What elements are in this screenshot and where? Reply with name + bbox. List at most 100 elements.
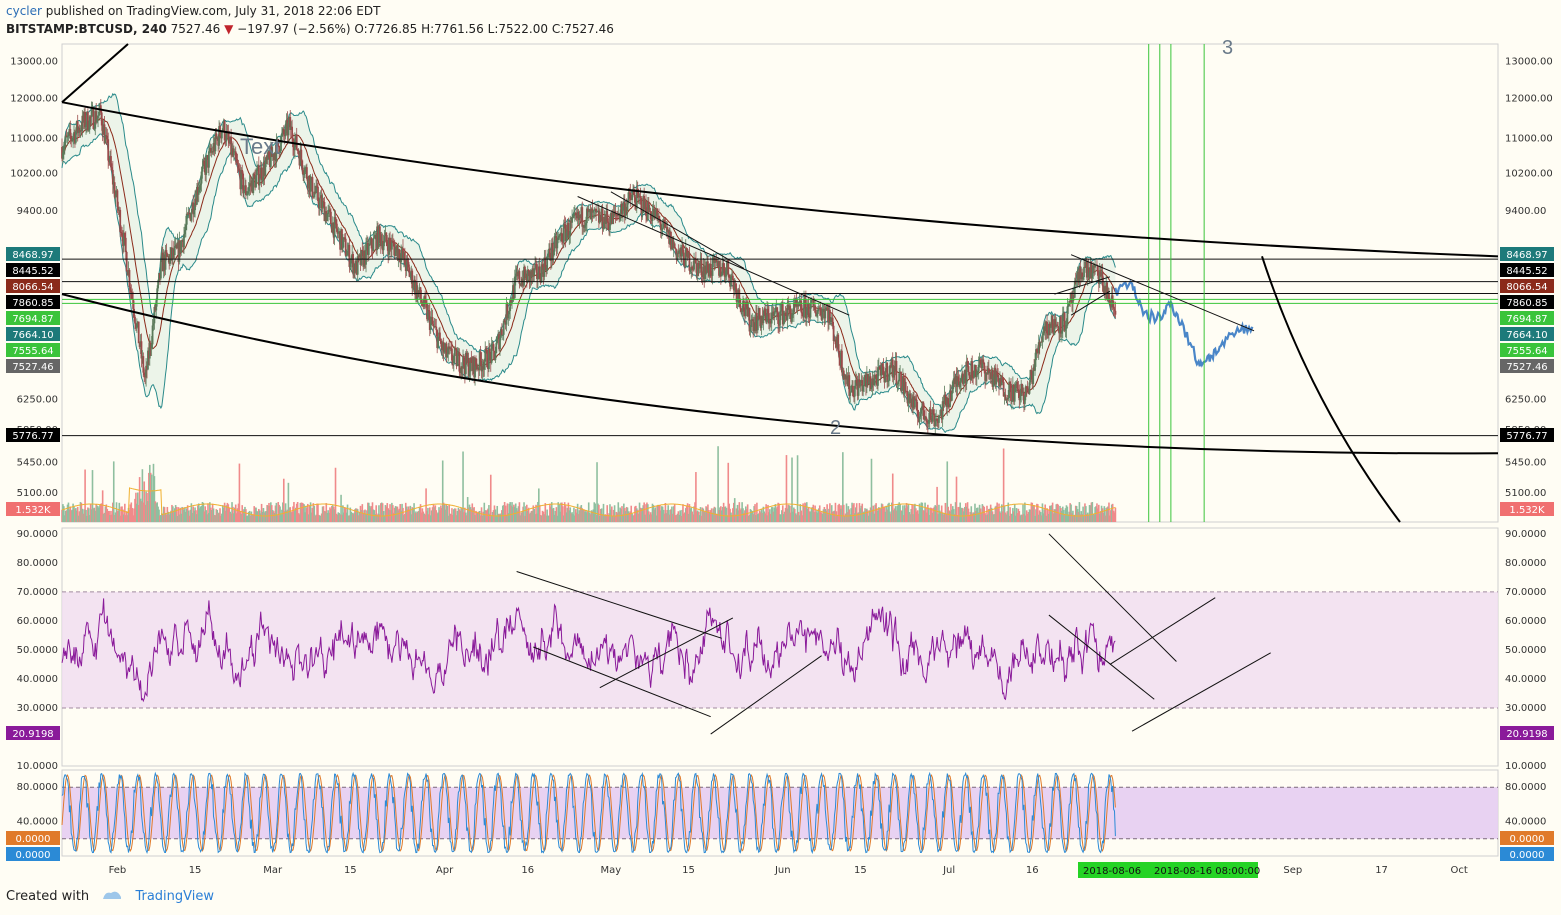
volume-bar <box>1112 510 1115 522</box>
volume-bar <box>709 510 712 522</box>
volume-bar <box>118 502 121 522</box>
volume-bar <box>774 504 777 522</box>
candle-body <box>749 327 752 332</box>
tradingview-link[interactable]: TradingView <box>135 889 214 904</box>
candle-body <box>508 311 511 315</box>
symbol-title[interactable]: BITSTAMP:BTCUSD, 240 <box>6 22 167 36</box>
candle-body <box>76 120 79 133</box>
volume-bar <box>309 502 312 522</box>
y-tick-label-left: 5450.00 <box>17 457 58 468</box>
volume-bar <box>465 512 467 522</box>
volume-bar <box>1002 448 1005 522</box>
time-label: 2018-08-16 08:00:00 <box>1154 866 1260 877</box>
candle-body <box>333 217 336 238</box>
candle-body <box>870 387 873 390</box>
candle-body <box>273 153 276 160</box>
candle-body <box>907 397 910 404</box>
volume-bar <box>1029 509 1032 522</box>
candle-body <box>1110 295 1113 308</box>
volume-bar <box>568 510 571 522</box>
candle-body <box>675 249 678 259</box>
volume-bar <box>174 505 177 522</box>
candle-body <box>249 183 252 186</box>
candle-body <box>976 371 979 373</box>
volume-bar <box>736 504 739 522</box>
osc-label-left: 0.0000 <box>16 850 51 861</box>
candle-body <box>800 300 803 313</box>
volume-bar <box>490 515 493 522</box>
candle-body <box>336 228 339 234</box>
volume-bar <box>1038 510 1041 522</box>
candle-body <box>1027 391 1030 394</box>
volume-bar <box>980 512 983 522</box>
volume-bar <box>611 515 614 522</box>
volume-bar <box>678 514 681 522</box>
candle-body <box>98 111 100 116</box>
volume-bar <box>266 504 268 522</box>
volume-bar <box>690 507 693 522</box>
candle-body <box>701 275 704 278</box>
candle-body <box>573 213 576 215</box>
volume-bar <box>641 507 644 522</box>
candle-body <box>528 270 531 282</box>
volume-bar <box>726 515 729 522</box>
candle-body <box>900 371 902 391</box>
volume-bar <box>376 515 378 522</box>
author-link[interactable]: cycler <box>6 4 42 18</box>
candle-body <box>947 398 950 405</box>
candle-body <box>673 243 676 248</box>
volume-bar <box>1052 513 1055 522</box>
volume-bar <box>342 505 344 522</box>
osc-label-left: 0.0000 <box>16 834 51 845</box>
candle-body <box>143 372 146 376</box>
price-label-left-box <box>6 295 60 309</box>
volume-bar <box>406 509 409 522</box>
candle-body <box>670 231 672 250</box>
candle-body <box>1040 341 1043 343</box>
volume-bar <box>792 511 794 522</box>
candle-body <box>1073 280 1076 298</box>
candle-body <box>1043 326 1046 334</box>
volume-bar <box>69 506 72 522</box>
volume-bar <box>390 510 392 522</box>
candle-body <box>591 208 594 213</box>
candle-body <box>463 365 466 375</box>
candle-body <box>989 372 992 379</box>
volume-bar <box>581 508 584 522</box>
price-label-left-box <box>6 502 60 516</box>
volume-bar <box>899 504 901 522</box>
volume-bar <box>686 503 689 522</box>
volume-bar <box>768 512 770 522</box>
candle-body <box>139 341 142 347</box>
volume-bar <box>895 510 898 522</box>
volume-bar <box>202 502 205 522</box>
volume-bar <box>280 514 282 522</box>
volume-bar <box>368 505 371 522</box>
volume-bar <box>1028 509 1031 522</box>
volume-bar <box>867 515 870 522</box>
volume-bar <box>145 491 147 522</box>
volume-bar <box>259 513 262 522</box>
candle-body <box>1011 384 1014 401</box>
candle-body <box>582 225 585 227</box>
price-label-left-box <box>6 428 60 442</box>
volume-bar <box>237 503 240 522</box>
candle-body <box>254 176 257 188</box>
volume-bar <box>440 507 443 522</box>
candle-body <box>159 260 162 279</box>
ohlc-low: L:7522.00 <box>487 22 548 36</box>
candle-body <box>1004 394 1007 401</box>
volume-bar <box>763 511 766 522</box>
volume-bar <box>133 508 135 522</box>
candle-body <box>715 258 718 262</box>
candle-body <box>658 215 660 219</box>
volume-bar <box>350 511 353 522</box>
volume-bar <box>1099 511 1102 522</box>
volume-bar <box>148 472 150 522</box>
candle-body <box>728 274 731 278</box>
volume-bar <box>432 504 435 522</box>
volume-bar <box>331 505 333 522</box>
price-label-right: 1.532K <box>1509 505 1545 516</box>
